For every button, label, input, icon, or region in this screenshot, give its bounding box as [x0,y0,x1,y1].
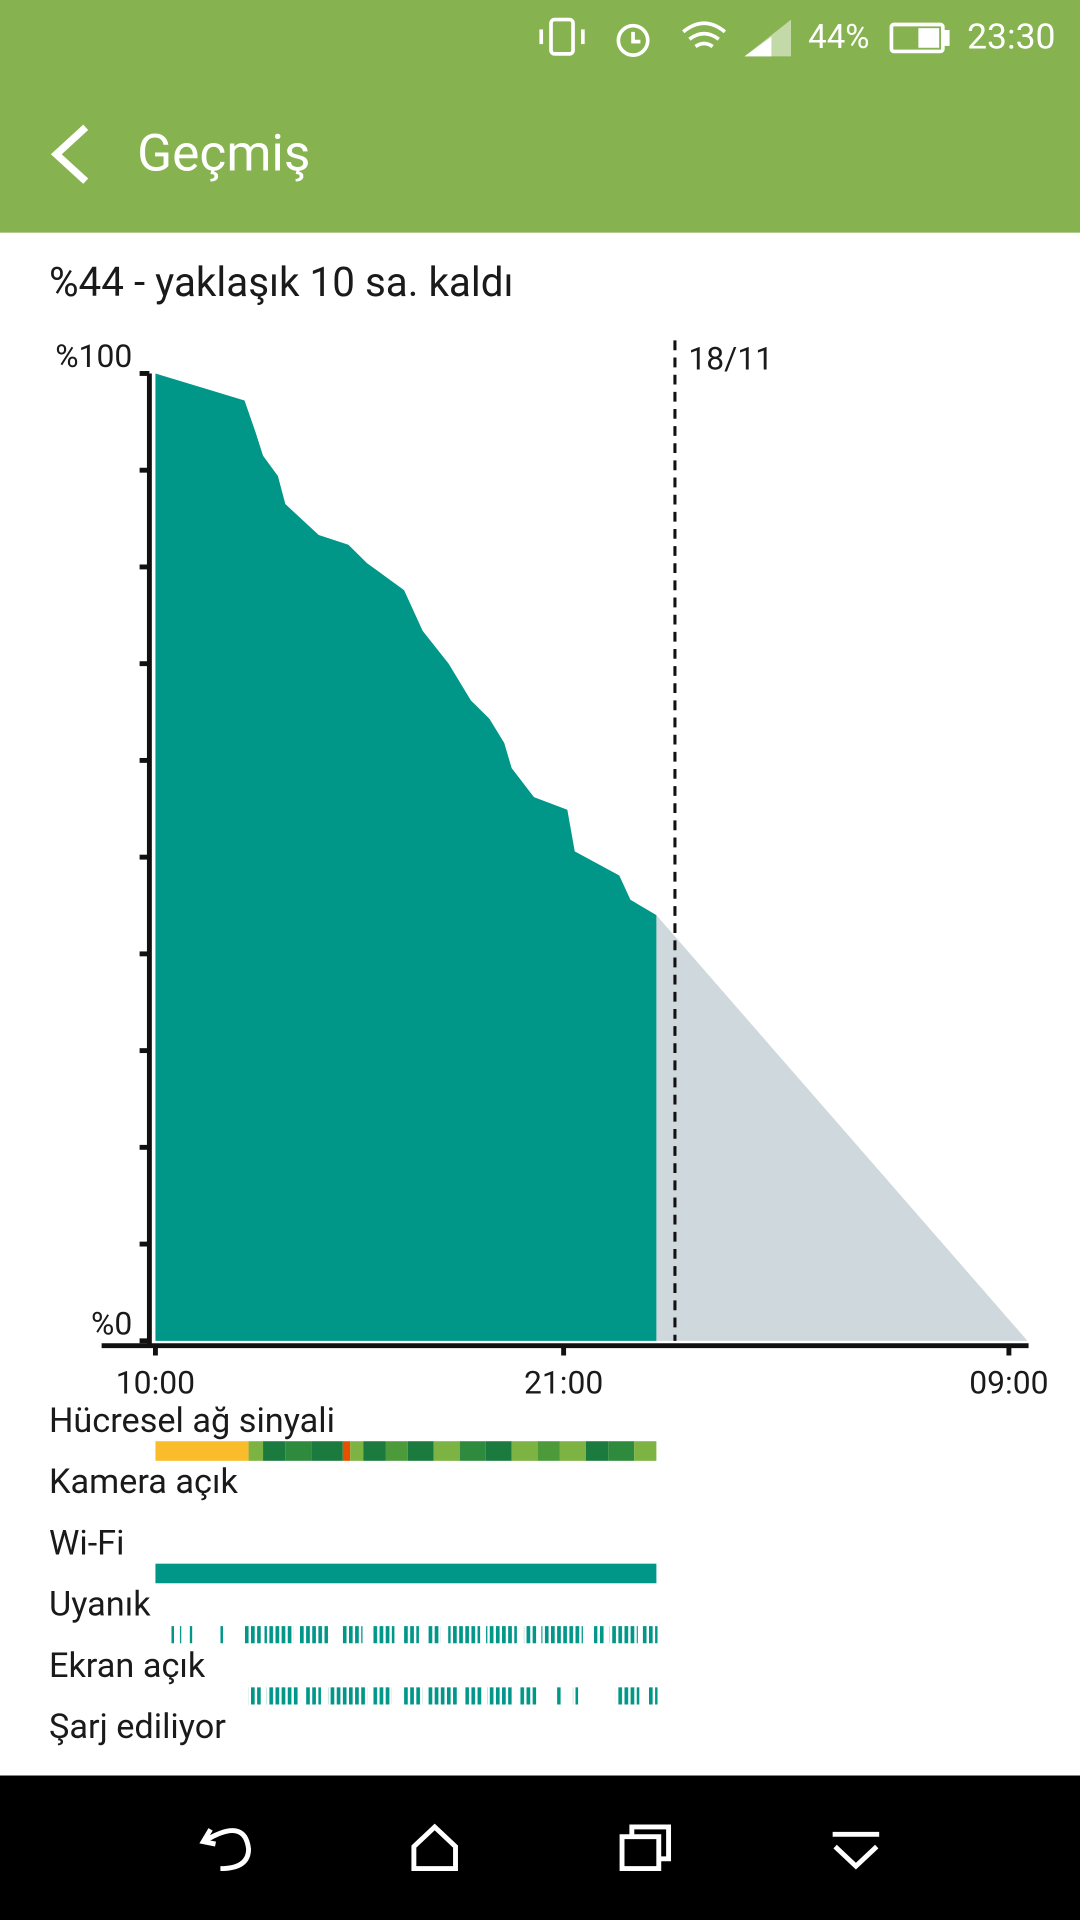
track-span [327,1687,368,1705]
track-span [486,1626,517,1644]
nav-menu[interactable] [832,1831,880,1870]
track-span [556,1687,561,1705]
track-span [559,1441,586,1461]
track-span [220,1626,223,1644]
x-tick-label: 09:00 [969,1363,1048,1401]
nav-icons [199,1823,880,1872]
y-tick-label: %100 [55,337,132,375]
track-span [266,1687,300,1705]
x-tick-label: 21:00 [524,1363,603,1401]
track-span [350,1441,364,1461]
track-span [189,1626,193,1644]
nav-back[interactable] [199,1828,252,1872]
track-span [459,1441,486,1461]
track-span [487,1687,512,1705]
battery-area [155,373,657,1341]
track-span [511,1441,538,1461]
track-span [342,1626,363,1644]
track-span [248,1441,264,1461]
y-tick-label: %0 [91,1305,132,1343]
battery-text: 44% [808,18,869,57]
track-span [572,1687,579,1705]
track-span [448,1626,481,1644]
track-span [342,1441,351,1461]
nav-bar [0,1775,1080,1920]
track-span [485,1441,512,1461]
track-span [428,1687,459,1705]
track-span [363,1441,386,1461]
back-button[interactable] [50,124,89,184]
track-span [541,1626,583,1644]
track-span [404,1626,419,1644]
track-span [263,1441,286,1461]
track-span [244,1626,261,1644]
track-span [299,1626,328,1644]
track-span [248,1687,261,1705]
track-label: Ekran açık [49,1646,206,1686]
track-span [648,1687,658,1705]
track-span [465,1687,484,1705]
track-span [615,1687,640,1705]
track-span [179,1626,183,1644]
track-span [594,1626,598,1644]
page-title: Geçmiş [137,122,310,183]
forecast-area [656,915,1028,1341]
summary: %44 - yaklaşık 10 sa. kaldı [49,259,514,306]
track-label: Wi-Fi [49,1523,124,1563]
signal-icon [744,19,792,57]
track-span [385,1441,408,1461]
track-span [642,1626,658,1644]
clock: 23:30 [967,16,1055,58]
track-span [306,1687,321,1705]
track-span [155,1441,249,1461]
chart: 18/11 %0 %100 10:00 21:00 09:00 Hücresel ağ si… [49,337,1049,1747]
track-span [428,1626,441,1644]
track-span [285,1441,312,1461]
nav-recent[interactable] [619,1824,672,1872]
track-span [523,1626,537,1644]
track-label: Uyanık [49,1585,151,1625]
track-span [609,1626,638,1644]
x-tick-label: 10:00 [116,1363,195,1401]
track-span [634,1441,657,1461]
track-span [537,1441,560,1461]
track-span [599,1626,604,1644]
date-marker-label: 18/11 [688,340,773,378]
track-label: Kamera açık [49,1462,238,1502]
track-span [373,1626,395,1644]
track-span [520,1687,537,1705]
track-span [608,1441,635,1461]
status-icons [539,17,950,57]
track-span [264,1626,294,1644]
track-span [433,1441,460,1461]
track-span [407,1441,434,1461]
track-span [585,1441,609,1461]
track-span [155,1563,657,1584]
track-span [373,1687,392,1705]
nav-home[interactable] [411,1823,458,1872]
track-span [311,1441,343,1461]
track-label: Şarj ediliyor [49,1707,226,1747]
battery-level [918,28,940,48]
track-span [404,1687,423,1705]
track-span [171,1626,174,1644]
track-label: Hücresel ağ sinyali [49,1401,335,1441]
